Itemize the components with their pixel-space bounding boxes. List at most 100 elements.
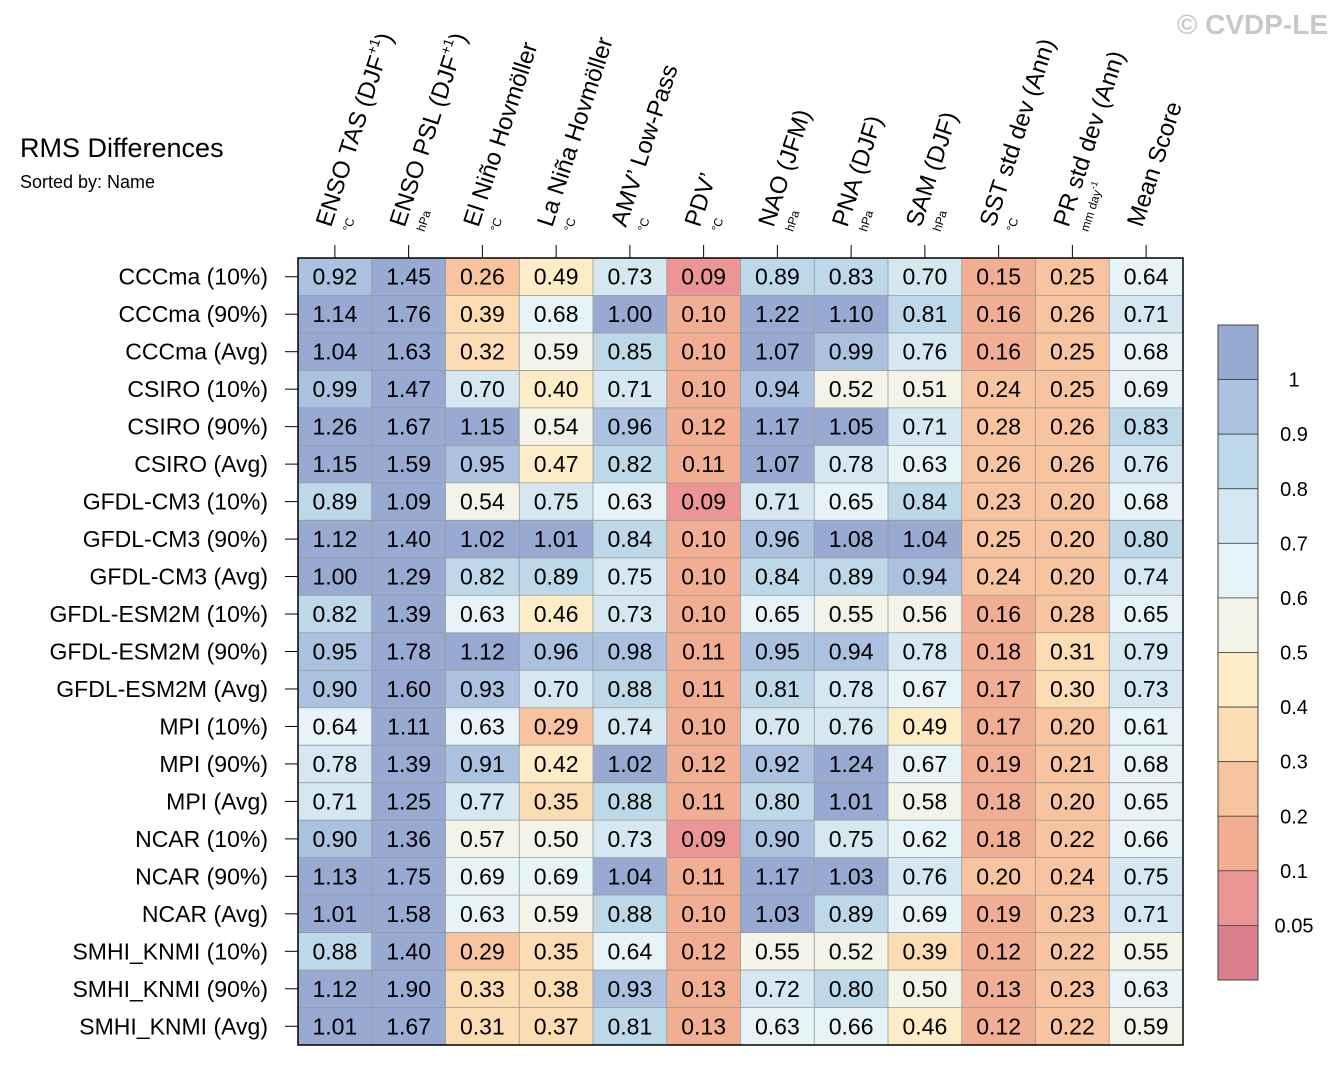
cell-value-label: 1.90 bbox=[386, 976, 431, 1002]
cell-value-label: 1.40 bbox=[386, 938, 431, 964]
heatmap-cell bbox=[1109, 258, 1183, 296]
chart-title: RMS Differences bbox=[20, 133, 224, 163]
cell-value-label: 0.12 bbox=[681, 938, 726, 964]
heatmap-cell bbox=[814, 632, 888, 671]
heatmap-cell bbox=[298, 670, 372, 708]
heatmap-cell bbox=[298, 482, 372, 521]
heatmap-cell bbox=[666, 595, 741, 633]
cell-value-label: 0.95 bbox=[460, 451, 505, 477]
heatmap-cell bbox=[445, 332, 520, 371]
heatmap-cell bbox=[371, 895, 446, 933]
cell-value-label: 1.67 bbox=[386, 1013, 431, 1039]
heatmap-cell bbox=[740, 782, 815, 821]
column-labels: ENSO TAS (DJF+1)°C ENSO PSL (DJF+1)hPa El … bbox=[308, 29, 1188, 258]
cell-value-label: 0.95 bbox=[312, 639, 357, 665]
cell-value-label: 0.65 bbox=[1124, 601, 1169, 627]
cell-value-label: 0.12 bbox=[976, 1013, 1021, 1039]
cell-value-label: 1.13 bbox=[312, 863, 357, 889]
cell-value-label: 1.45 bbox=[386, 264, 431, 290]
cell-value-label: 0.12 bbox=[681, 751, 726, 777]
row-label: CSIRO (Avg) bbox=[134, 451, 268, 477]
heatmap-cell bbox=[445, 932, 520, 971]
cell-value-label: 0.37 bbox=[534, 1013, 579, 1039]
cell-value-label: 0.10 bbox=[681, 526, 726, 552]
cell-value-label: 0.75 bbox=[1124, 863, 1169, 889]
cell-value-label: 0.71 bbox=[312, 788, 357, 814]
heatmap-cell bbox=[961, 782, 1036, 821]
cell-value-label: 0.23 bbox=[1050, 901, 1095, 927]
cell-value-label: 1.67 bbox=[386, 414, 431, 440]
column-unit: hPa bbox=[930, 208, 950, 233]
cell-value-label: 0.68 bbox=[534, 301, 579, 327]
cell-value-label: 0.26 bbox=[1050, 301, 1095, 327]
heatmap-cell bbox=[666, 520, 741, 558]
heatmap-cell bbox=[519, 295, 593, 333]
column-unit-text: °C bbox=[709, 216, 727, 233]
watermark: © CVDP-LE bbox=[1177, 9, 1328, 40]
row-label: GFDL-ESM2M (10%) bbox=[49, 601, 268, 627]
cell-value-label: 0.63 bbox=[607, 489, 652, 515]
cell-value-label: 0.63 bbox=[460, 713, 505, 739]
cell-value-label: 0.92 bbox=[755, 751, 800, 777]
colorbar-tick-label: 0.4 bbox=[1280, 697, 1308, 719]
heatmap-cell bbox=[1109, 745, 1183, 783]
heatmap-cell bbox=[740, 970, 815, 1008]
cell-value-label: 0.63 bbox=[755, 1013, 800, 1039]
heatmap-cell bbox=[1109, 707, 1183, 746]
heatmap-cell bbox=[445, 1007, 520, 1045]
heatmap-cell bbox=[519, 332, 593, 371]
heatmap-cell bbox=[666, 895, 741, 933]
heatmap-cell bbox=[961, 745, 1036, 783]
cell-value-label: 0.54 bbox=[534, 414, 579, 440]
cell-value-label: 0.10 bbox=[681, 301, 726, 327]
cell-value-label: 0.59 bbox=[1124, 1013, 1169, 1039]
cell-value-label: 0.88 bbox=[607, 676, 652, 702]
cell-value-label: 0.42 bbox=[534, 751, 579, 777]
cell-value-label: 0.66 bbox=[829, 1013, 874, 1039]
heatmap-cell bbox=[445, 632, 520, 671]
heatmap-cell bbox=[888, 1007, 962, 1045]
column-label: NAO (JFM) bbox=[753, 106, 816, 230]
column-label: ENSO TAS (DJF+1) bbox=[308, 29, 399, 230]
colorbar-swatch bbox=[1217, 706, 1259, 763]
cell-value-label: 0.67 bbox=[902, 751, 947, 777]
heatmap-cell bbox=[814, 857, 888, 896]
heatmap-cell bbox=[1109, 482, 1183, 521]
cell-value-label: 0.62 bbox=[902, 826, 947, 852]
heatmap-cell bbox=[371, 482, 446, 521]
cell-value-label: 0.49 bbox=[534, 264, 579, 290]
cell-value-label: 0.15 bbox=[976, 264, 1021, 290]
cell-value-label: 0.57 bbox=[460, 826, 505, 852]
cell-value-label: 1.07 bbox=[755, 451, 800, 477]
heatmap-cell bbox=[1109, 932, 1183, 971]
cell-value-label: 1.03 bbox=[755, 901, 800, 927]
cell-value-label: 0.11 bbox=[682, 788, 725, 814]
cell-value-label: 0.17 bbox=[976, 676, 1021, 702]
heatmap-cell bbox=[961, 970, 1036, 1008]
cell-value-label: 0.10 bbox=[681, 339, 726, 365]
column-unit-text: °C bbox=[488, 216, 506, 233]
column-unit: °C bbox=[340, 216, 358, 233]
cell-value-label: 1.58 bbox=[386, 901, 431, 927]
heatmap-cell bbox=[519, 557, 593, 596]
colorbar-swatch bbox=[1217, 379, 1259, 435]
heatmap-cell bbox=[814, 895, 888, 933]
cell-value-label: 0.20 bbox=[1050, 489, 1095, 515]
cell-value-label: 0.55 bbox=[755, 938, 800, 964]
heatmap-cell bbox=[298, 895, 372, 933]
heatmap-cell bbox=[519, 1007, 593, 1045]
heatmap-cell bbox=[666, 258, 741, 296]
cell-value-label: 0.88 bbox=[607, 788, 652, 814]
colorbar-swatch bbox=[1217, 925, 1259, 981]
cell-value-label: 0.11 bbox=[682, 451, 725, 477]
column-unit: °C bbox=[561, 216, 579, 233]
cell-value-label: 0.92 bbox=[312, 264, 357, 290]
heatmap-cell bbox=[1035, 745, 1110, 783]
row-label: GFDL-ESM2M (Avg) bbox=[56, 676, 268, 702]
column-header: Mean Score bbox=[1122, 98, 1188, 229]
heatmap-cell bbox=[666, 707, 741, 746]
heatmap-cell bbox=[888, 595, 962, 633]
cell-value-label: 0.69 bbox=[902, 901, 947, 927]
column-label: AMV’ Low-Pass bbox=[606, 61, 684, 230]
cell-value-label: 0.35 bbox=[534, 938, 579, 964]
